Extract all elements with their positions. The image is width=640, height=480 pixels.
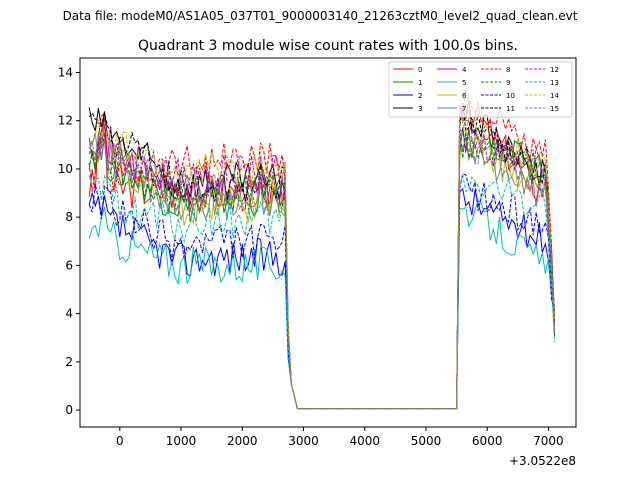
figure-header: Data file: modeM0/AS1A05_037T01_90000031…	[63, 9, 578, 23]
legend-label-2: 2	[418, 92, 422, 100]
legend-label-12: 12	[550, 66, 559, 74]
y-tick-label: 14	[58, 65, 73, 79]
chart-title: Quadrant 3 module wise count rates with …	[138, 38, 518, 54]
series-line-10	[88, 173, 556, 410]
legend-label-0: 0	[418, 66, 422, 74]
x-tick-label: 2000	[227, 434, 258, 448]
y-tick-label: 2	[65, 355, 73, 369]
legend-label-3: 3	[418, 105, 422, 113]
series-line-4	[88, 105, 556, 410]
legend-label-15: 15	[550, 105, 559, 113]
legend-label-11: 11	[506, 105, 515, 113]
legend-label-13: 13	[550, 79, 559, 87]
series-line-2	[88, 187, 556, 410]
y-tick-label: 12	[58, 114, 73, 128]
x-tick-label: 6000	[472, 434, 503, 448]
legend-label-7: 7	[462, 105, 466, 113]
x-tick-label: 0	[116, 434, 124, 448]
legend-label-4: 4	[462, 66, 467, 74]
series-line-11	[88, 102, 556, 410]
series-line-14	[88, 109, 556, 410]
series-line-12	[88, 129, 556, 410]
x-offset-label: +3.0522e8	[509, 454, 576, 468]
legend-frame	[388, 61, 573, 118]
series-line-3	[88, 100, 556, 410]
y-tick-label: 8	[65, 210, 73, 224]
x-tick-label: 4000	[349, 434, 380, 448]
series-line-9	[88, 129, 556, 410]
x-tick-label: 1000	[166, 434, 197, 448]
series-line-6	[88, 134, 556, 410]
y-tick-label: 4	[65, 307, 73, 321]
legend-label-6: 6	[462, 92, 467, 100]
legend-label-5: 5	[462, 79, 466, 87]
plot-area-frame	[79, 57, 577, 428]
legend-label-8: 8	[506, 66, 510, 74]
y-axis: 0 2 4 6 8 10 12 14	[58, 65, 80, 417]
legend-label-10: 10	[506, 92, 515, 100]
legend-label-9: 9	[506, 79, 510, 87]
series-line-8	[88, 89, 556, 410]
y-tick-label: 0	[65, 403, 73, 417]
plot-lines	[88, 89, 556, 410]
series-line-15	[88, 133, 556, 410]
legend-label-1: 1	[418, 79, 422, 87]
x-tick-label: 5000	[411, 434, 442, 448]
legend-label-14: 14	[550, 92, 559, 100]
x-axis: 0 1000 2000 3000 4000 5000 6000 7000	[116, 427, 564, 448]
y-tick-label: 6	[65, 258, 73, 272]
x-tick-label: 7000	[533, 434, 564, 448]
series-line-13	[88, 174, 556, 410]
x-tick-label: 3000	[288, 434, 319, 448]
series-line-5	[88, 199, 556, 410]
y-tick-label: 10	[58, 162, 73, 176]
